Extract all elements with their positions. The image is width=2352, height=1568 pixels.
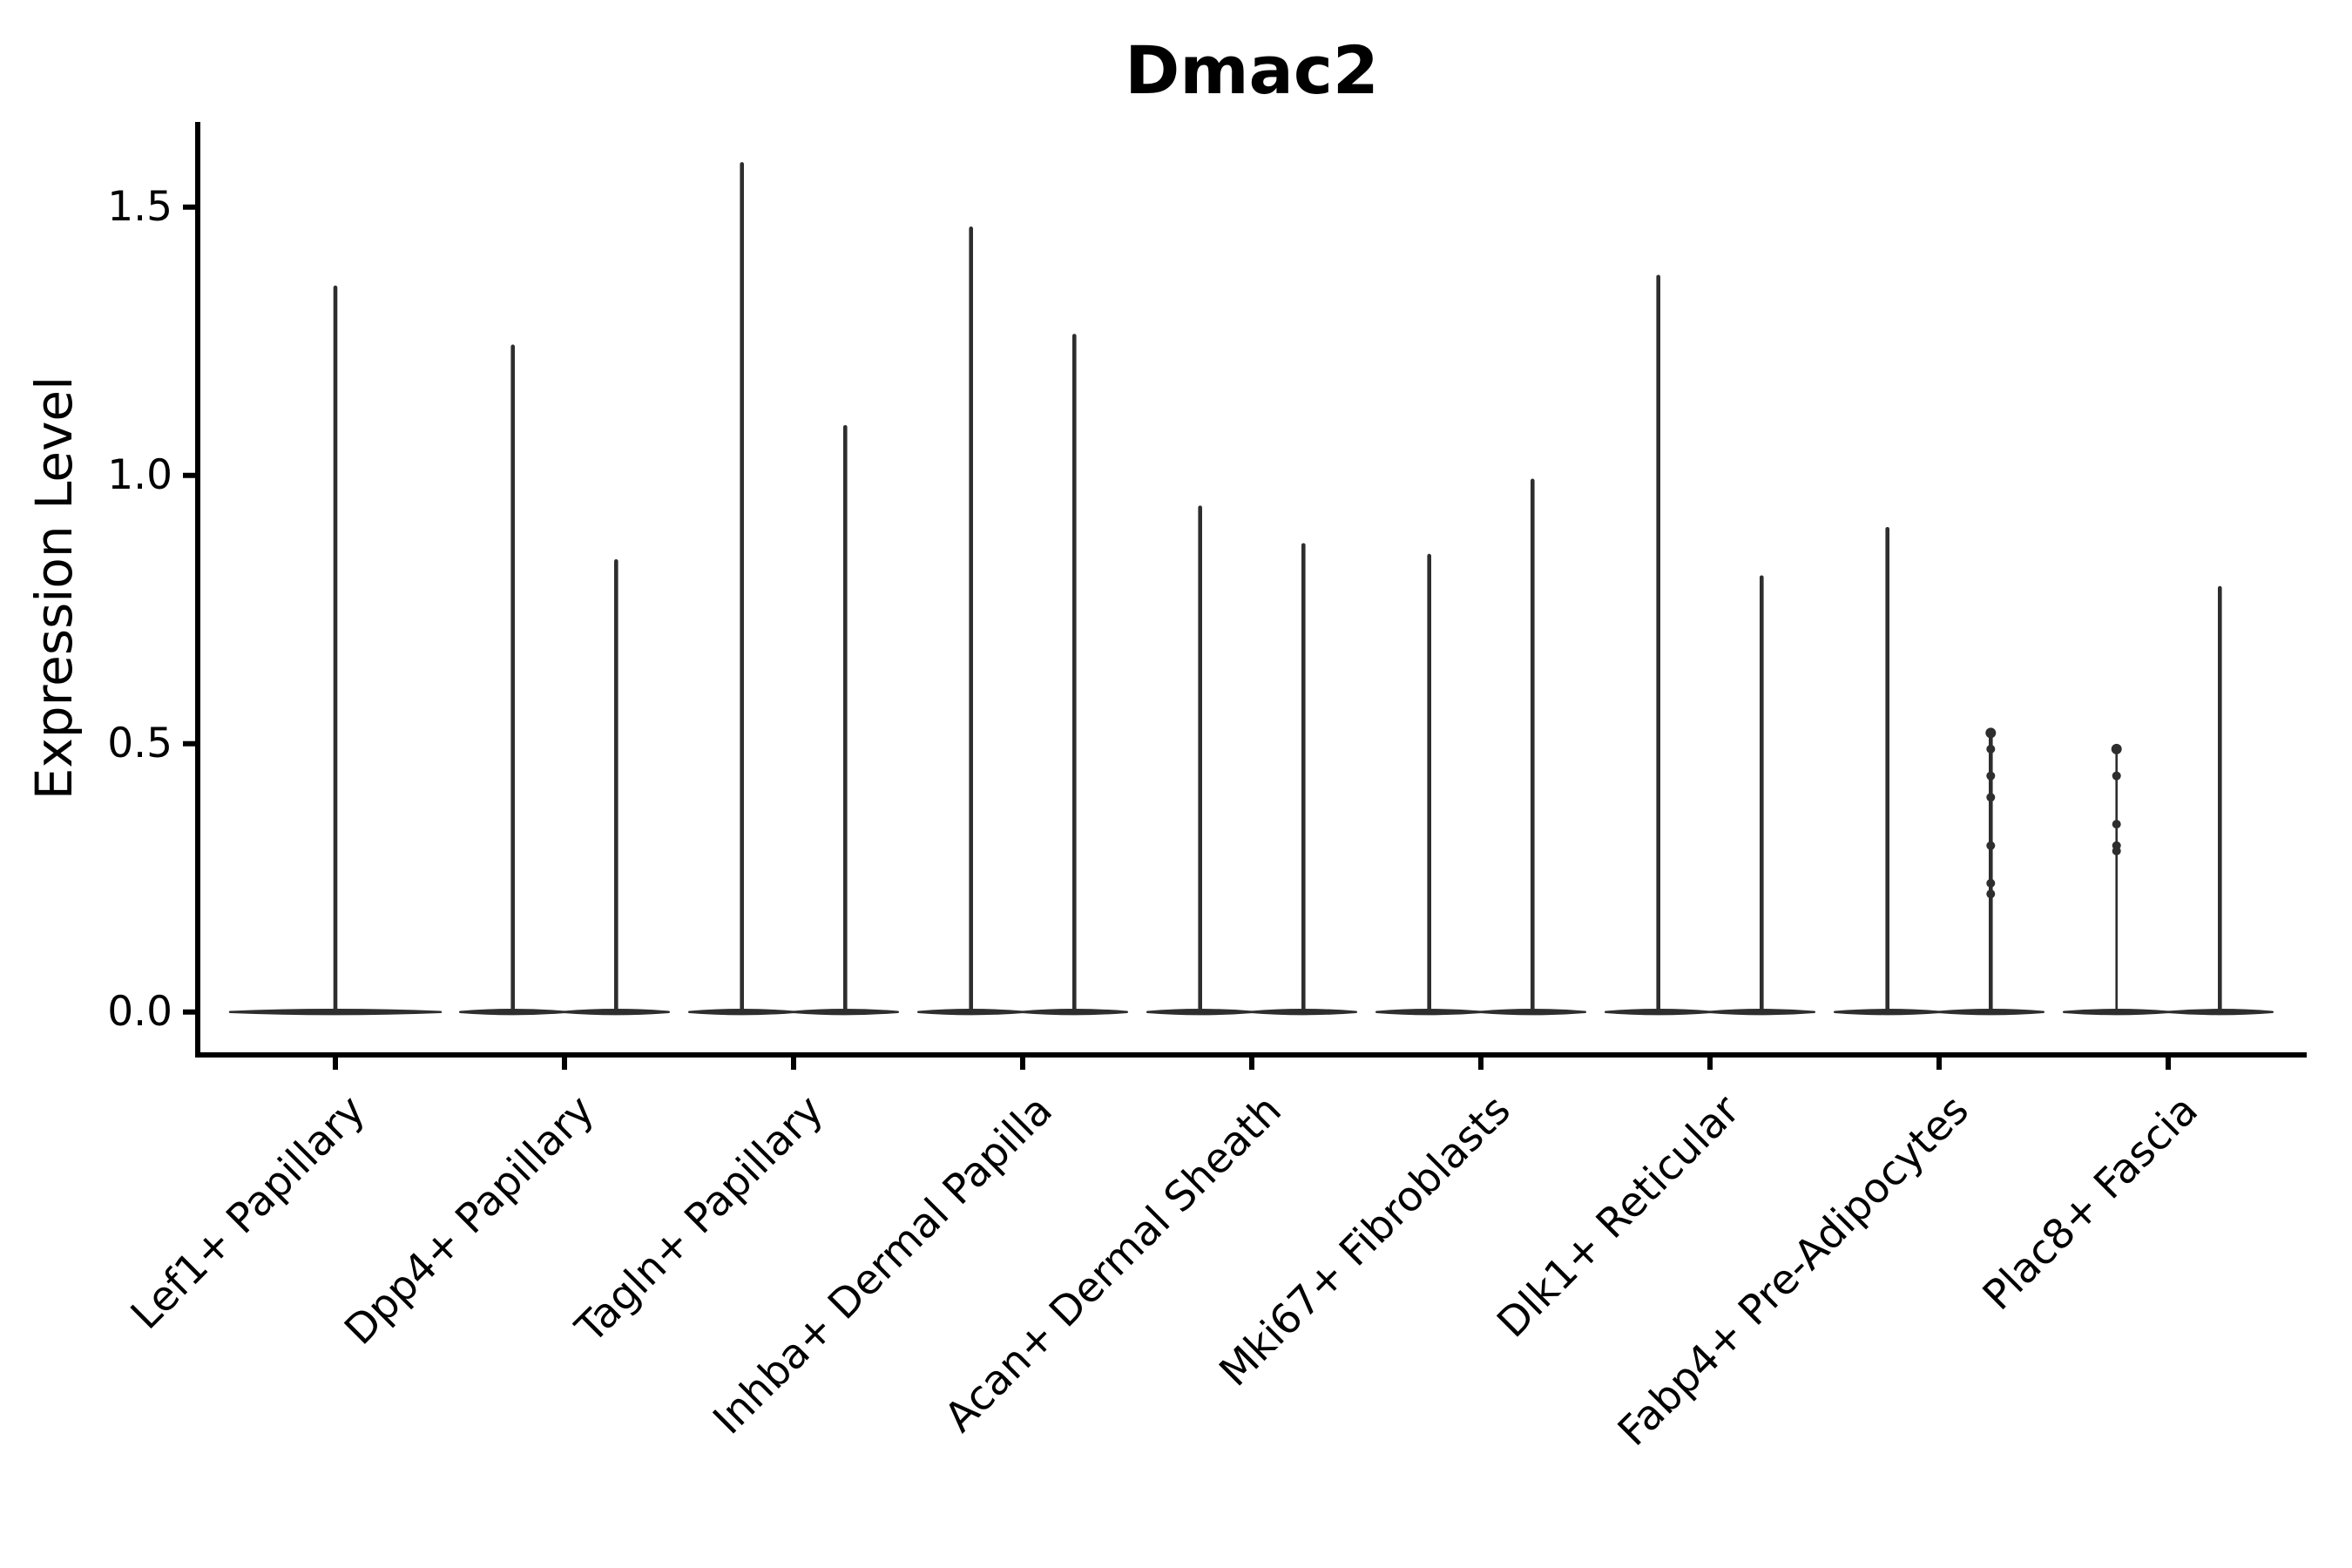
- x-category-label: Dpp4+ Papillary: [335, 1086, 604, 1355]
- jitter-point: [1986, 878, 1996, 888]
- jitter-point: [1985, 727, 1997, 739]
- jitter-point: [1986, 841, 1996, 850]
- y-tick-label: 1.5: [107, 183, 172, 231]
- y-tick-label: 0.5: [107, 720, 172, 767]
- x-category-label: Tagln+ Papillary: [566, 1086, 833, 1353]
- x-category-label: Dlk1+ Reticular: [1488, 1085, 1749, 1347]
- jitter-point: [1986, 744, 1996, 754]
- jitter-point: [1986, 771, 1996, 781]
- jitter-point: [1986, 889, 1996, 899]
- y-tick-label: 0.0: [107, 988, 172, 1036]
- jitter-point: [2112, 771, 2121, 781]
- jitter-point: [2111, 743, 2122, 754]
- chart-title: Dmac2: [1125, 31, 1379, 109]
- jitter-point: [2112, 820, 2121, 829]
- x-category-label: Plac8+ Fascia: [1974, 1086, 2207, 1320]
- x-category-label: Lef1+ Papillary: [122, 1086, 375, 1339]
- jitter-point: [2112, 846, 2121, 855]
- jitter-point: [1986, 793, 1996, 802]
- y-tick-label: 1.0: [107, 451, 172, 499]
